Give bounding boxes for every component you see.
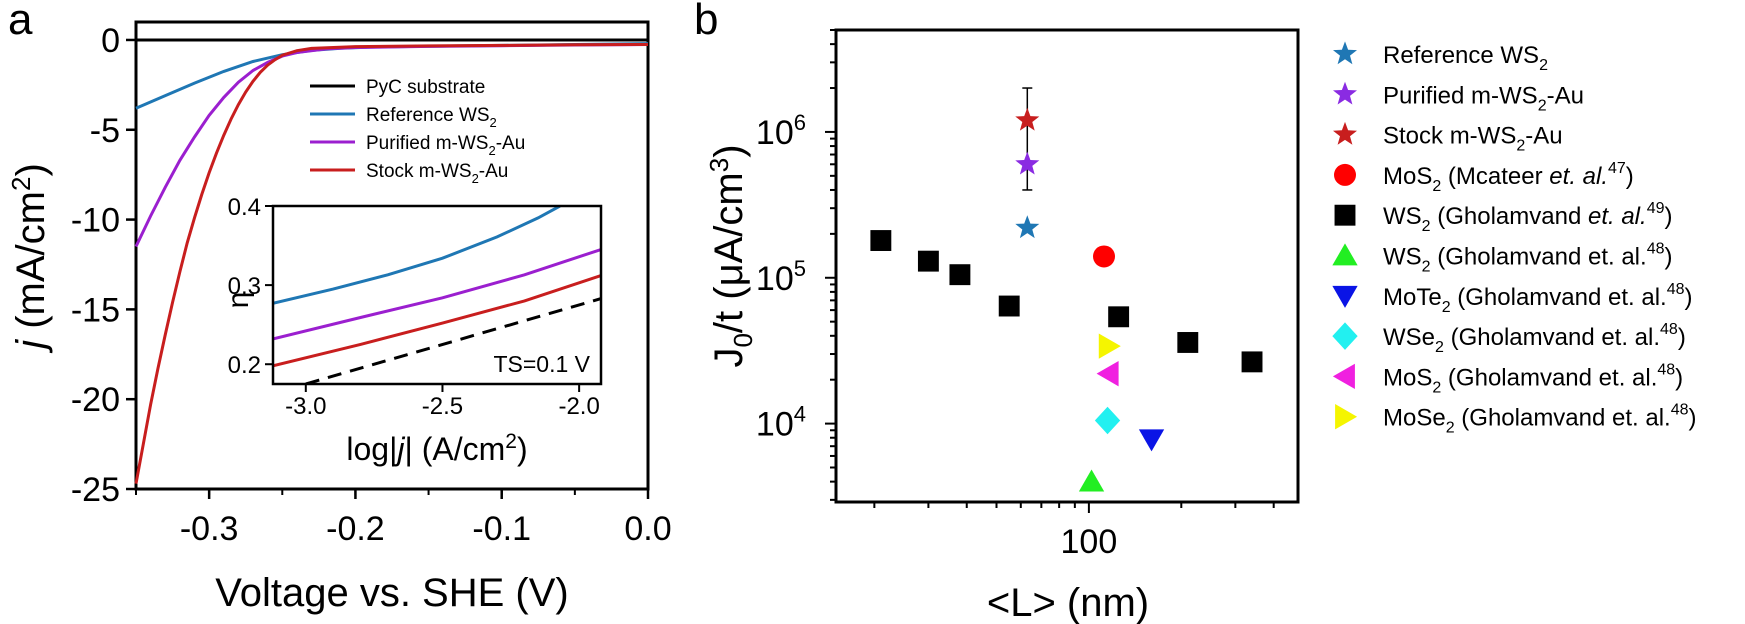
legend-label-mote2-gholamvand-et-al-48: MoTe2 (Gholamvand et. al.48) bbox=[1383, 281, 1693, 316]
panel-a-plot-frame bbox=[134, 20, 650, 491]
inset-y-axis-title: η bbox=[222, 292, 255, 309]
data-point-ws2-gholamvand-et-al-49 bbox=[949, 264, 971, 286]
data-point-ws2-gholamvand-et-al-49 bbox=[998, 295, 1020, 317]
legend-marker-mos2-mcateer-47 bbox=[1334, 163, 1356, 186]
legend-marker-ws2-gholamvand-49 bbox=[1334, 204, 1356, 226]
y-tick-label: -15 bbox=[71, 291, 120, 329]
inset-x-tick-label: -2.5 bbox=[422, 393, 463, 420]
legend-label-reference-ws2: Reference WS2 bbox=[1383, 42, 1548, 74]
data-point-ws2-gholamvand-et-al-49 bbox=[1177, 332, 1199, 353]
y-tick-label: -25 bbox=[71, 471, 120, 509]
y-tick-label: 106 bbox=[756, 110, 806, 152]
inset-annotation: TS=0.1 V bbox=[493, 351, 590, 377]
panel-b: b 100 104 105 106 J0/t (μA/cm3) <L> (nm) Re… bbox=[694, 0, 1697, 624]
panel-a-x-axis-title: Voltage vs. SHE (V) bbox=[215, 571, 568, 615]
legend-marker-ws2-gholamvand-et-al-48 bbox=[1332, 243, 1358, 266]
panel-b-x-axis-title: <L> (nm) bbox=[987, 581, 1149, 624]
panel-a-y-axis-title: j (mA/cm2) bbox=[6, 163, 53, 354]
data-point-ws2-gholamvand-et-al-48 bbox=[1078, 469, 1105, 492]
legend-label-reference-ws2: Reference WS2 bbox=[366, 105, 497, 130]
y-tick-label: -10 bbox=[71, 202, 120, 240]
panel-label-a: a bbox=[8, 0, 33, 44]
panel-b-legend: Reference WS2 Purified m-WS2-Au Stock m-WS… bbox=[1332, 41, 1697, 437]
panel-a-legend: PyC substrate Reference WS2 Purified m-WS2… bbox=[310, 77, 525, 186]
data-point-wse2-gholamvand-et-al-48 bbox=[1094, 406, 1121, 435]
legend-label-stock-m-ws2-au: Stock m-WS2-Au bbox=[366, 161, 508, 186]
legend-label-mose2-gholamvand-et-al-48: MoSe2 (Gholamvand et. al.48) bbox=[1383, 402, 1697, 437]
inset-series-line-stock-m-ws2-au bbox=[273, 274, 601, 368]
data-point-stock-m-ws2-au bbox=[1015, 107, 1040, 131]
data-point-mote2-gholamvand-et-al-48 bbox=[1138, 429, 1165, 452]
inset-y-tick-label: 0.3 bbox=[228, 273, 261, 300]
data-point-reference-ws2 bbox=[1015, 215, 1040, 239]
panel-a: a -0.3 -0.2 -0.1 0.0 0 -5 -10 -15 -20 -25 j (mA/c… bbox=[6, 0, 672, 615]
inset-plot-frame bbox=[271, 204, 603, 386]
inset-y-tick-label: 0.2 bbox=[228, 352, 261, 379]
panel-a-inset: -3.0 -2.5 -2.0 0.2 0.3 0.4 TS=0.1 V η log|j| … bbox=[222, 194, 603, 467]
legend-label-stock-m-ws2-au: Stock m-WS2-Au bbox=[1383, 123, 1563, 155]
inset-x-tick-label: -3.0 bbox=[285, 393, 326, 420]
inset-y-tick-label: 0.4 bbox=[228, 194, 261, 221]
legend-label-ws2-gholamvand-49: WS2 (Gholamvand et. al.49) bbox=[1383, 200, 1672, 235]
data-point-ws2-gholamvand-et-al-49 bbox=[870, 230, 892, 251]
panel-b-y-axis-title: J0/t (μA/cm3) bbox=[704, 144, 758, 367]
inset-series-line-tafel-slope-0-1-v bbox=[305, 297, 601, 384]
inset-series-line-purified-m-ws2-au bbox=[273, 248, 601, 341]
panel-b-plot-frame bbox=[834, 28, 1300, 504]
data-point-mos2-gholamvand-et-al-48 bbox=[1096, 361, 1119, 387]
legend-label-ws2-gholamvand-et-al-48: WS2 (Gholamvand et. al.48) bbox=[1383, 241, 1672, 276]
inset-x-axis-title: log|j| (A/cm2) bbox=[346, 430, 527, 467]
legend-marker-stock-m-ws2-au bbox=[1333, 121, 1357, 145]
legend-marker-reference-ws2 bbox=[1333, 41, 1357, 65]
data-point-mose2-gholamvand-et-al-48 bbox=[1098, 333, 1121, 359]
x-tick-label: 0.0 bbox=[624, 510, 671, 548]
data-point-purified-m-ws2-au bbox=[1015, 151, 1040, 175]
x-tick-label: 100 bbox=[1061, 523, 1118, 561]
data-point-ws2-gholamvand-et-al-49 bbox=[1108, 306, 1130, 328]
x-tick-label: -0.1 bbox=[472, 510, 531, 548]
legend-label-pyc-substrate: PyC substrate bbox=[366, 77, 485, 98]
y-tick-label: 104 bbox=[756, 402, 806, 444]
y-tick-label: -20 bbox=[71, 381, 120, 419]
legend-label-purified-m-ws2-au: Purified m-WS2-Au bbox=[1383, 82, 1584, 114]
legend-marker-purified-m-ws2-au bbox=[1333, 81, 1357, 105]
y-tick-label: -5 bbox=[90, 112, 120, 150]
panel-label-b: b bbox=[694, 0, 718, 44]
legend-marker-mos2-gholamvand-et-al-48 bbox=[1332, 363, 1355, 390]
series-line-stock-m-ws2-au bbox=[134, 43, 649, 484]
data-point-ws2-gholamvand-et-al-49 bbox=[1241, 351, 1263, 373]
x-tick-label: -0.2 bbox=[326, 510, 385, 548]
y-tick-label: 105 bbox=[756, 256, 806, 298]
y-tick-label: 0 bbox=[101, 22, 120, 60]
legend-marker-mose2-gholamvand-et-al-48 bbox=[1335, 404, 1358, 430]
legend-label-purified-m-ws2-au: Purified m-WS2-Au bbox=[366, 133, 525, 158]
legend-marker-mote2-gholamvand-et-al-48 bbox=[1332, 285, 1358, 308]
legend-marker-wse2-gholamvand-et-al-48 bbox=[1332, 322, 1358, 350]
legend-label-mos2-mcateer-47: MoS2 (Mcateer et. al.47) bbox=[1383, 160, 1634, 195]
legend-label-mos2-gholamvand-et-al-48: MoS2 (Gholamvand et. al.48) bbox=[1383, 361, 1683, 396]
x-tick-label: -0.3 bbox=[180, 510, 239, 548]
legend-label-wse2-gholamvand-et-al-48: WSe2 (Gholamvand et. al.48) bbox=[1383, 321, 1686, 356]
data-point-mos2-mcateer-et-al-47 bbox=[1093, 245, 1116, 268]
inset-series-line-reference-ws2 bbox=[273, 206, 561, 305]
inset-x-tick-label: -2.0 bbox=[558, 393, 599, 420]
data-point-ws2-gholamvand-et-al-49 bbox=[917, 250, 939, 272]
